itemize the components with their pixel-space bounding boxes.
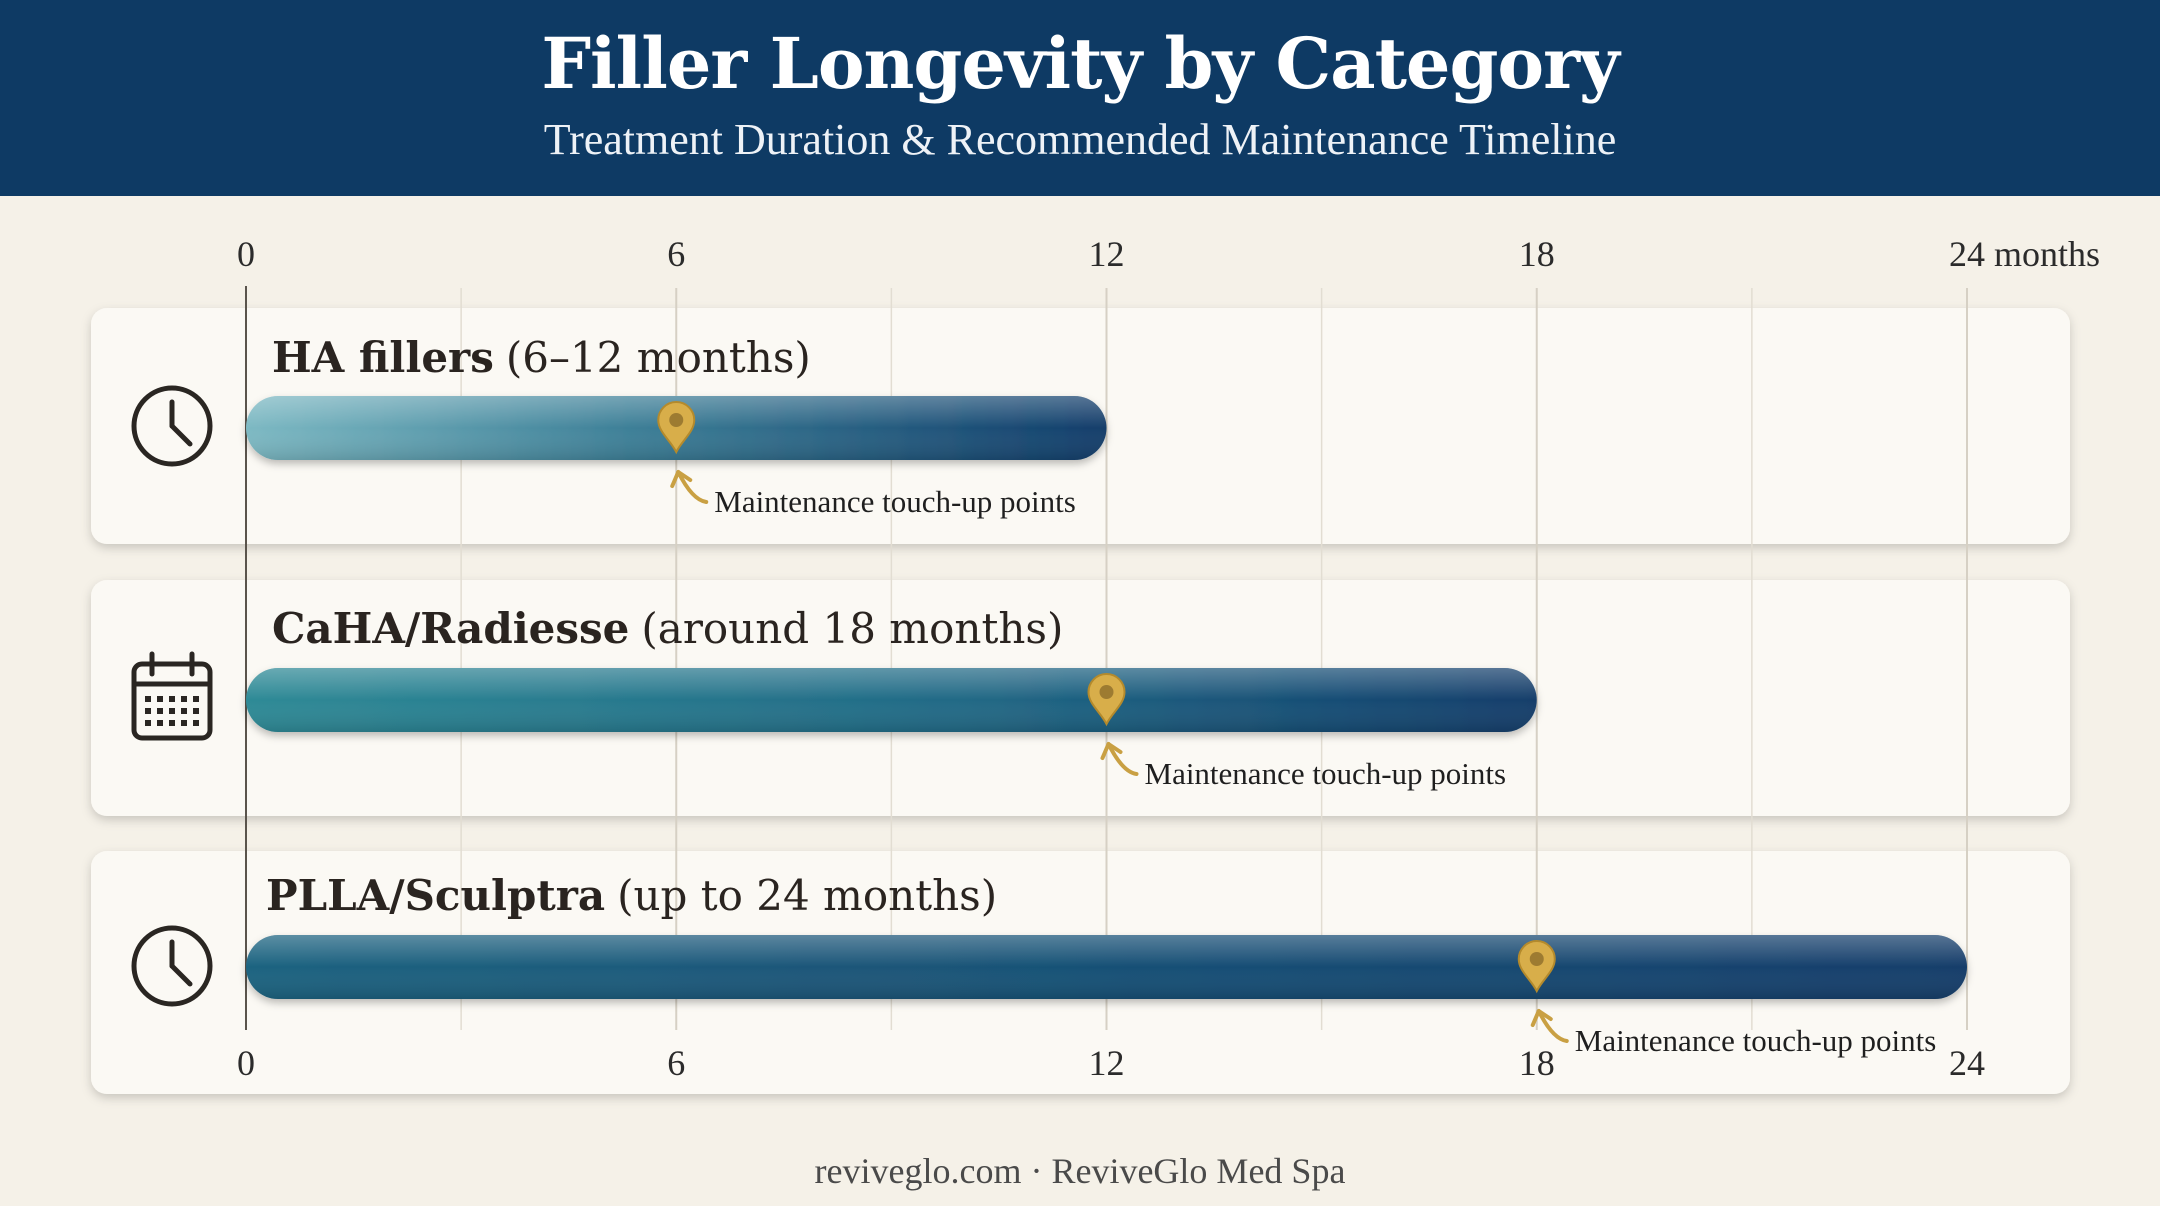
header-banner: Filler Longevity by Category Treatment D… — [0, 0, 2160, 196]
chart-title: Filler Longevity by Category — [541, 22, 1619, 105]
tick-label-top: 18 — [1519, 234, 1555, 274]
touchup-marker-icon — [1517, 940, 1556, 994]
calendar-day-dot — [169, 720, 175, 726]
annotation-arrow-icon — [1100, 742, 1139, 776]
duration-bar-gloss — [246, 668, 1537, 732]
annotation-label: Maintenance touch-up points — [1145, 756, 1507, 791]
row-title-bold: PLLA/Sculptra — [266, 871, 605, 920]
touchup-marker-icon — [1087, 673, 1126, 727]
row-title: PLLA/Sculptra (up to 24 months) — [266, 871, 997, 920]
row-title-bold: CaHA/Radiesse — [272, 604, 629, 653]
arrow-shaft — [1106, 742, 1139, 776]
clock-face — [131, 385, 213, 467]
tick-label-top: 0 — [237, 234, 255, 274]
tick-label-top: 24 months — [1949, 234, 2100, 274]
annotation-label: Maintenance touch-up points — [1575, 1023, 1937, 1058]
arrow-head — [1100, 742, 1123, 760]
annotation-label: Maintenance touch-up points — [714, 484, 1076, 519]
tick-label-top: 6 — [667, 234, 685, 274]
clock-hand-minute — [169, 963, 193, 987]
calendar-day-dot — [145, 720, 151, 726]
map-pin-dot — [1529, 952, 1544, 966]
annotation-arrow-icon — [670, 470, 709, 504]
tick-label-bottom: 12 — [1089, 1043, 1125, 1083]
calendar-day-dot — [193, 720, 199, 726]
tick-label-bottom: 18 — [1519, 1043, 1555, 1083]
arrow-shaft — [676, 470, 709, 504]
clock-hand-minute — [169, 423, 193, 447]
row-title-bold: HA fillers — [272, 333, 494, 382]
calendar-icon — [131, 651, 213, 741]
calendar-day-dot — [181, 708, 187, 714]
calendar-day-dot — [169, 696, 175, 702]
tick-label-bottom: 0 — [237, 1043, 255, 1083]
calendar-day-dot — [157, 708, 163, 714]
row-title: HA fillers (6–12 months) — [272, 333, 811, 382]
row-title-detail: (up to 24 months) — [617, 871, 997, 920]
map-pin-dot — [1099, 685, 1114, 699]
row-title: CaHA/Radiesse (around 18 months) — [272, 604, 1063, 653]
calendar-day-dot — [145, 696, 151, 702]
arrow-head — [1530, 1009, 1553, 1027]
calendar-day-dot — [193, 708, 199, 714]
annotation-arrow-icon — [1530, 1009, 1569, 1043]
tick-label-bottom: 24 — [1949, 1043, 1985, 1083]
calendar-day-dot — [145, 708, 151, 714]
footer-credit: reviveglo.com · ReviveGlo Med Spa — [814, 1151, 1346, 1191]
tick-label-bottom: 6 — [667, 1043, 685, 1083]
clock-icon — [131, 925, 213, 1007]
row-title-detail: (6–12 months) — [506, 333, 811, 382]
arrow-head — [670, 470, 693, 488]
row-title-detail: (around 18 months) — [641, 604, 1063, 653]
arrow-shaft — [1536, 1009, 1569, 1043]
map-pin-dot — [669, 413, 684, 427]
duration-bar-gloss — [246, 935, 1967, 999]
calendar-day-dot — [157, 720, 163, 726]
calendar-day-dot — [181, 696, 187, 702]
calendar-day-dot — [157, 696, 163, 702]
chart-subtitle: Treatment Duration & Recommended Mainten… — [543, 115, 1617, 164]
tick-label-top: 12 — [1089, 234, 1125, 274]
calendar-day-dot — [169, 708, 175, 714]
touchup-marker-icon — [657, 401, 696, 455]
calendar-day-dot — [181, 720, 187, 726]
clock-face — [131, 925, 213, 1007]
clock-icon — [131, 385, 213, 467]
calendar-day-dot — [193, 696, 199, 702]
calendar-body — [131, 661, 213, 741]
